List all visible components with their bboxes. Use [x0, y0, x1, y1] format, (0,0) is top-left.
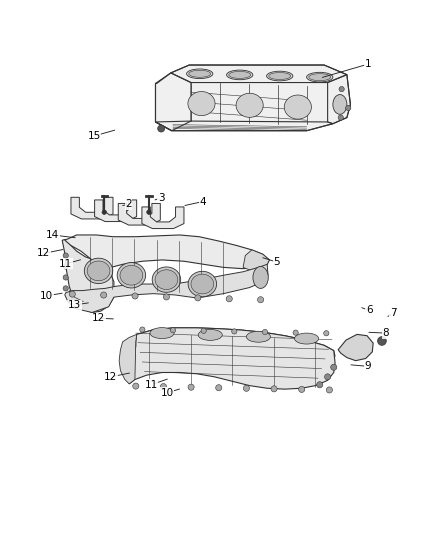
Circle shape — [170, 328, 176, 333]
Circle shape — [324, 330, 329, 336]
Circle shape — [271, 386, 277, 392]
Text: 4: 4 — [199, 197, 206, 207]
Circle shape — [339, 86, 344, 92]
Ellipse shape — [284, 95, 311, 119]
Circle shape — [132, 293, 138, 299]
Circle shape — [232, 329, 237, 334]
Polygon shape — [243, 250, 269, 271]
Polygon shape — [65, 264, 268, 312]
Circle shape — [163, 294, 170, 300]
Ellipse shape — [87, 261, 110, 281]
Polygon shape — [118, 204, 160, 225]
Circle shape — [160, 384, 166, 390]
Circle shape — [101, 292, 107, 298]
Ellipse shape — [309, 74, 331, 80]
Polygon shape — [155, 65, 350, 131]
Polygon shape — [65, 235, 269, 269]
Circle shape — [63, 264, 68, 269]
Circle shape — [63, 253, 68, 258]
Polygon shape — [71, 197, 113, 219]
Ellipse shape — [246, 332, 270, 342]
Circle shape — [102, 210, 106, 214]
Ellipse shape — [120, 265, 143, 285]
Text: 12: 12 — [104, 372, 117, 382]
Ellipse shape — [188, 92, 215, 116]
Text: 2: 2 — [125, 199, 132, 209]
Ellipse shape — [307, 72, 333, 82]
Text: 9: 9 — [364, 361, 371, 372]
Text: 14: 14 — [46, 230, 59, 240]
Circle shape — [69, 291, 75, 297]
Ellipse shape — [155, 270, 178, 289]
Circle shape — [133, 383, 139, 389]
Ellipse shape — [189, 70, 211, 77]
Text: 11: 11 — [59, 259, 72, 269]
Circle shape — [325, 374, 331, 380]
Circle shape — [258, 297, 264, 303]
Circle shape — [299, 386, 305, 392]
Ellipse shape — [253, 266, 268, 288]
Text: 3: 3 — [158, 193, 165, 203]
Ellipse shape — [191, 274, 214, 294]
Circle shape — [331, 364, 337, 370]
Ellipse shape — [187, 69, 213, 78]
Text: 10: 10 — [161, 387, 174, 398]
Circle shape — [293, 330, 298, 335]
Ellipse shape — [198, 329, 222, 341]
Text: 15: 15 — [88, 131, 101, 141]
Circle shape — [188, 384, 194, 390]
Circle shape — [195, 295, 201, 301]
Text: 11: 11 — [145, 379, 158, 390]
Ellipse shape — [117, 263, 145, 288]
Circle shape — [244, 385, 250, 391]
Ellipse shape — [229, 71, 251, 78]
Ellipse shape — [226, 70, 253, 80]
Circle shape — [215, 385, 222, 391]
Ellipse shape — [294, 333, 318, 344]
Text: 13: 13 — [68, 300, 81, 310]
Text: 12: 12 — [37, 248, 50, 259]
Text: 8: 8 — [382, 328, 389, 338]
Polygon shape — [338, 334, 373, 361]
Polygon shape — [142, 207, 184, 229]
Polygon shape — [62, 239, 114, 312]
Circle shape — [147, 210, 151, 214]
Circle shape — [158, 125, 165, 132]
Polygon shape — [136, 328, 335, 356]
Circle shape — [346, 106, 351, 110]
Circle shape — [378, 336, 386, 345]
Circle shape — [201, 328, 206, 334]
Circle shape — [63, 275, 68, 280]
Ellipse shape — [269, 72, 291, 79]
Circle shape — [326, 387, 332, 393]
Circle shape — [338, 115, 343, 120]
Text: 7: 7 — [390, 309, 397, 318]
Circle shape — [262, 329, 268, 335]
Text: 1: 1 — [364, 59, 371, 69]
Text: 5: 5 — [273, 257, 280, 267]
Polygon shape — [95, 200, 137, 222]
Ellipse shape — [188, 271, 217, 297]
Polygon shape — [129, 328, 335, 389]
Circle shape — [226, 296, 232, 302]
Text: 10: 10 — [40, 291, 53, 301]
Circle shape — [63, 286, 68, 291]
Ellipse shape — [236, 93, 263, 117]
Ellipse shape — [150, 328, 174, 338]
Ellipse shape — [84, 258, 113, 284]
Ellipse shape — [152, 267, 180, 292]
Text: 6: 6 — [366, 305, 373, 316]
Polygon shape — [119, 334, 137, 384]
Ellipse shape — [333, 94, 347, 114]
Ellipse shape — [267, 71, 293, 81]
Text: 12: 12 — [92, 313, 105, 323]
Circle shape — [317, 382, 323, 388]
Circle shape — [140, 327, 145, 332]
